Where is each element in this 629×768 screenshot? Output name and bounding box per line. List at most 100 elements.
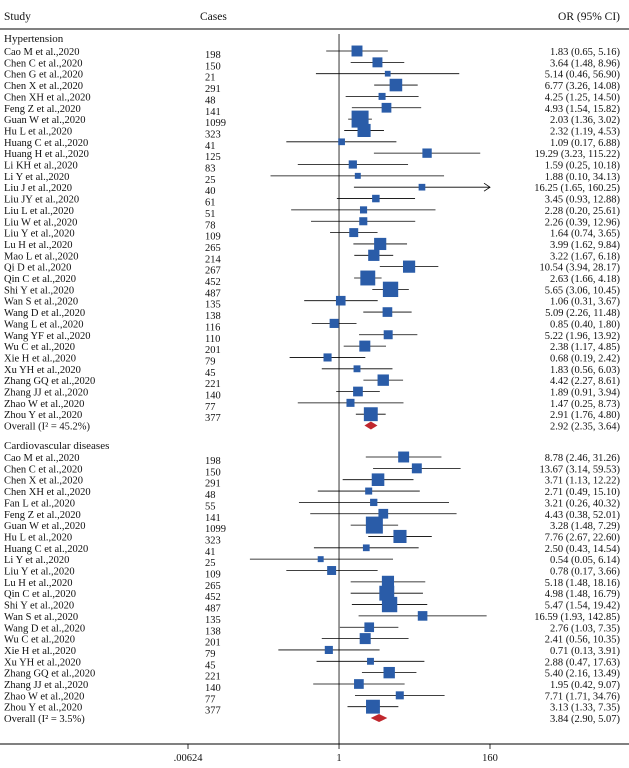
cases-value: 150 xyxy=(205,467,221,478)
study-box xyxy=(365,516,383,534)
study-label: Liu J et al.,2020 xyxy=(4,183,72,194)
cases-value: 135 xyxy=(205,300,221,311)
or-ci-value: 1.59 (0.25, 10.18) xyxy=(545,161,621,172)
cases-value: 377 xyxy=(205,706,221,717)
study-label: Guan W et al.,2020 xyxy=(4,521,86,532)
cases-value: 323 xyxy=(205,535,221,546)
study-label: Wan S et al.,2020 xyxy=(4,297,78,308)
cases-value: 45 xyxy=(205,660,216,671)
rows-layer: Hypertension Cao M et al.,2020 198 1.83 (0.… xyxy=(4,33,620,725)
study-box xyxy=(417,611,428,621)
cases-value: 79 xyxy=(205,649,216,660)
study-label: Zhou Y et al.,2020 xyxy=(4,703,82,714)
study-label: Chen G et al.,2020 xyxy=(4,70,83,81)
or-ci-value: 10.54 (3.94, 28.17) xyxy=(540,263,621,274)
or-ci-value: 1.89 (0.91, 3.94) xyxy=(550,388,620,399)
study-label: Chen X et al.,2020 xyxy=(4,81,83,92)
study-box xyxy=(363,407,378,422)
study-box xyxy=(374,237,387,251)
cases-value: 267 xyxy=(205,266,221,277)
cases-value: 25 xyxy=(205,175,216,186)
study-box xyxy=(353,365,361,373)
study-label: Cao M et al.,2020 xyxy=(4,47,80,58)
or-ci-value: 3.22 (1.67, 6.18) xyxy=(550,251,620,262)
or-ci-value: 2.88 (0.47, 17.63) xyxy=(545,657,621,668)
cases-value: 51 xyxy=(205,209,216,220)
cases-value: 83 xyxy=(205,164,216,175)
cases-value: 135 xyxy=(205,615,221,626)
study-box xyxy=(371,473,385,486)
cases-value: 48 xyxy=(205,490,216,501)
study-label: Huang H et al.,2020 xyxy=(4,149,89,160)
cases-value: 78 xyxy=(205,220,216,231)
or-ci-value: 2.71 (0.49, 15.10) xyxy=(545,487,621,498)
or-ci-value: 4.98 (1.48, 16.79) xyxy=(545,589,621,600)
study-label: Xu YH et al.,2020 xyxy=(4,657,81,668)
study-box xyxy=(368,249,380,261)
cases-value: 116 xyxy=(205,322,220,333)
x-tick-label: .00624 xyxy=(174,753,204,764)
study-label: Zhang GQ et al.,2020 xyxy=(4,669,95,680)
x-tick-label: 160 xyxy=(482,753,498,764)
study-box xyxy=(366,699,380,714)
study-label: Chen C et al.,2020 xyxy=(4,464,82,475)
cases-value: 141 xyxy=(205,513,221,524)
or-ci-value: 7.71 (1.71, 34.76) xyxy=(545,691,621,702)
ci-arrow xyxy=(483,182,491,192)
or-ci-value: 2.28 (0.20, 25.61) xyxy=(545,206,621,217)
study-label: Wan S et al.,2020 xyxy=(4,612,78,623)
group-title: Hypertension xyxy=(4,33,64,45)
or-ci-value: 3.45 (0.93, 12.88) xyxy=(545,195,621,206)
study-label: Liu L et al.,2020 xyxy=(4,206,74,217)
study-box xyxy=(372,57,383,68)
cases-value: 110 xyxy=(205,334,220,345)
or-ci-value: 3.13 (1.33, 7.35) xyxy=(550,703,620,714)
study-box xyxy=(381,575,395,588)
overall-diamond xyxy=(364,421,378,430)
cases-value: 55 xyxy=(205,501,216,512)
cases-value: 221 xyxy=(205,379,221,390)
study-box xyxy=(359,633,371,645)
or-ci-value: 8.78 (2.46, 31.26) xyxy=(545,453,621,464)
study-box xyxy=(367,657,374,665)
or-ci-value: 2.32 (1.19, 4.53) xyxy=(550,126,620,137)
cases-value: 265 xyxy=(205,243,221,254)
study-label: Li Y et al.,2020 xyxy=(4,172,69,183)
or-ci-value: 13.67 (3.14, 59.53) xyxy=(540,464,621,475)
cases-value: 1099 xyxy=(205,524,226,535)
study-box xyxy=(349,228,359,238)
study-label: Huang C et al.,2020 xyxy=(4,138,88,149)
or-ci-value: 0.54 (0.05, 6.14) xyxy=(550,555,620,566)
cases-value: 140 xyxy=(205,391,221,402)
study-box xyxy=(351,45,363,57)
cases-value: 138 xyxy=(205,311,221,322)
or-ci-value: 0.68 (0.19, 2.42) xyxy=(550,353,620,364)
cases-value: 452 xyxy=(205,592,221,603)
header-row: Study Cases OR (95% CI) xyxy=(4,11,620,23)
x-axis: .00624 1 160 xyxy=(174,744,498,764)
study-label: Zhang GQ et al.,2020 xyxy=(4,376,95,387)
study-box xyxy=(395,691,404,700)
cases-value: 198 xyxy=(205,456,221,467)
cases-value: 487 xyxy=(205,288,221,299)
study-label: Feng Z et al.,2020 xyxy=(4,104,81,115)
or-ci-value: 2.50 (0.43, 14.54) xyxy=(545,544,621,555)
study-box xyxy=(359,340,371,352)
cases-value: 201 xyxy=(205,638,221,649)
or-ci-value: 1.88 (0.10, 34.13) xyxy=(545,172,621,183)
study-box xyxy=(377,374,389,386)
study-box xyxy=(378,92,386,100)
study-label: Chen C et al.,2020 xyxy=(4,58,82,69)
or-ci-value: 1.83 (0.65, 5.16) xyxy=(550,47,620,58)
or-ci-value: 5.09 (2.26, 11.48) xyxy=(545,308,620,319)
or-ci-value: 5.18 (1.48, 18.16) xyxy=(545,578,621,589)
study-box xyxy=(381,596,398,613)
or-ci-value: 5.65 (3.06, 10.45) xyxy=(545,285,621,296)
study-box xyxy=(359,206,368,214)
study-box xyxy=(422,148,432,158)
study-label: Wang YF et al.,2020 xyxy=(4,331,91,342)
study-label: Zhao W et al.,2020 xyxy=(4,399,84,410)
study-box xyxy=(329,318,339,328)
cases-value: 214 xyxy=(205,254,222,265)
cases-value: 1099 xyxy=(205,118,226,129)
